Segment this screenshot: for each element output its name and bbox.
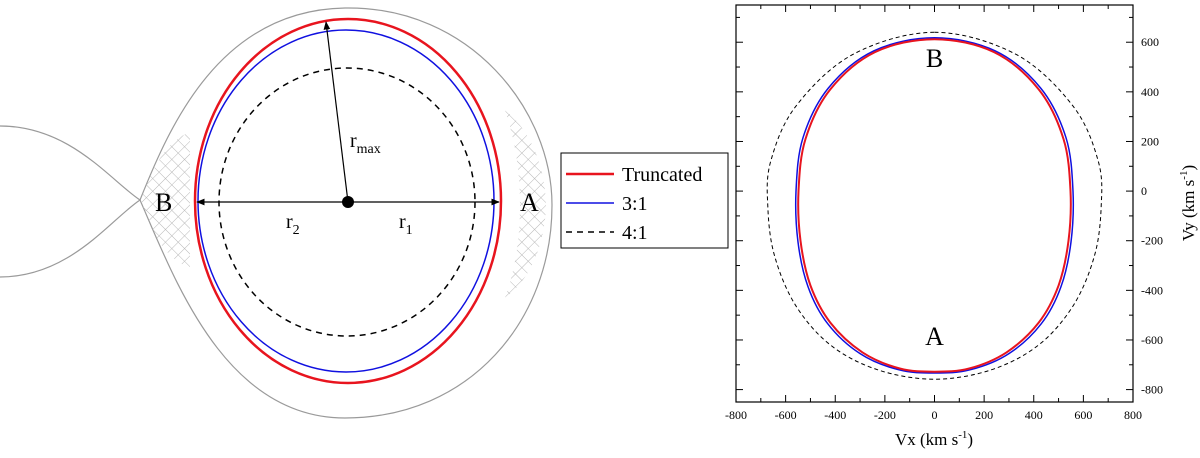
y-tick-label: 600 bbox=[1141, 35, 1159, 49]
x-tick-label: -600 bbox=[775, 408, 797, 422]
y-axis-label-close: ) bbox=[1179, 165, 1198, 171]
chart-annotation-label: B bbox=[926, 44, 943, 73]
r-max-label: rmax bbox=[350, 130, 381, 157]
r-max-label-main: r bbox=[350, 130, 357, 152]
r2-label-sub: 2 bbox=[293, 223, 300, 238]
y-tick-label: -200 bbox=[1141, 234, 1163, 248]
tick-marks bbox=[735, 5, 1134, 402]
r-max-arrow bbox=[323, 21, 349, 203]
y-tick-label: -400 bbox=[1141, 283, 1163, 297]
y-tick-label: -800 bbox=[1141, 383, 1163, 397]
y-tick-label: 0 bbox=[1141, 184, 1147, 198]
r2-label-main: r bbox=[286, 211, 293, 233]
disc-diagram: B A rmax r2 r1 bbox=[0, 7, 553, 419]
y-tick-labels: -800 -600 -400 -200 0 200 400 600 bbox=[1141, 35, 1163, 396]
y-tick-label: -600 bbox=[1141, 333, 1163, 347]
hatched-region-a bbox=[505, 110, 546, 298]
chart-annotation-label: A bbox=[925, 322, 944, 351]
series-group bbox=[766, 31, 1103, 380]
legend-label-truncated: Truncated bbox=[622, 164, 702, 186]
x-axis-label: Vx (km s-1) bbox=[895, 429, 973, 449]
x-tick-label: 0 bbox=[932, 408, 938, 422]
x-tick-label: -400 bbox=[824, 408, 846, 422]
r1-label-main: r bbox=[399, 211, 406, 233]
x-axis-label-close: ) bbox=[967, 430, 973, 449]
label-b-left: B bbox=[155, 188, 172, 217]
r-max-label-sub: max bbox=[357, 142, 381, 157]
x-axis-label-sup: -1 bbox=[958, 429, 967, 441]
legend-label-4-1: 4:1 bbox=[622, 222, 648, 244]
y-axis-label-main: Vy (km s bbox=[1179, 180, 1198, 241]
r2-label: r2 bbox=[286, 211, 300, 238]
series-3-1-line bbox=[794, 37, 1075, 374]
label-a-left: A bbox=[520, 188, 539, 217]
velocity-chart: -800 -600 -400 -200 0 200 400 600 800 -800 -600 -4… bbox=[725, 4, 1198, 449]
truncated-disc-ellipse bbox=[193, 17, 503, 385]
roche-lobe-outline bbox=[139, 7, 553, 419]
x-tick-label: -200 bbox=[874, 408, 896, 422]
x-tick-label: 400 bbox=[1025, 408, 1043, 422]
x-tick-labels: -800 -600 -400 -200 0 200 400 600 800 bbox=[725, 408, 1142, 422]
y-tick-label: 200 bbox=[1141, 134, 1159, 148]
r1-label-sub: 1 bbox=[406, 223, 413, 238]
y-axis-label-sup: -1 bbox=[1178, 171, 1190, 180]
y-tick-label: 400 bbox=[1141, 85, 1159, 99]
x-axis-label-main: Vx (km s bbox=[895, 430, 958, 449]
x-tick-label: 200 bbox=[975, 408, 993, 422]
hatched-region-b bbox=[142, 132, 190, 268]
x-tick-label: -800 bbox=[725, 408, 747, 422]
chart-annotations: BA bbox=[925, 44, 944, 351]
legend-label-3-1: 3:1 bbox=[622, 193, 648, 215]
y-axis-label: Vy (km s-1) bbox=[1178, 165, 1198, 241]
roche-lobe-outline bbox=[0, 125, 142, 278]
series-truncated-line bbox=[797, 38, 1072, 373]
r1-label: r1 bbox=[399, 211, 413, 238]
primary-star-dot bbox=[342, 196, 354, 208]
legend: Truncated 3:1 4:1 bbox=[560, 152, 729, 249]
x-tick-label: 800 bbox=[1124, 408, 1142, 422]
x-tick-label: 600 bbox=[1074, 408, 1092, 422]
